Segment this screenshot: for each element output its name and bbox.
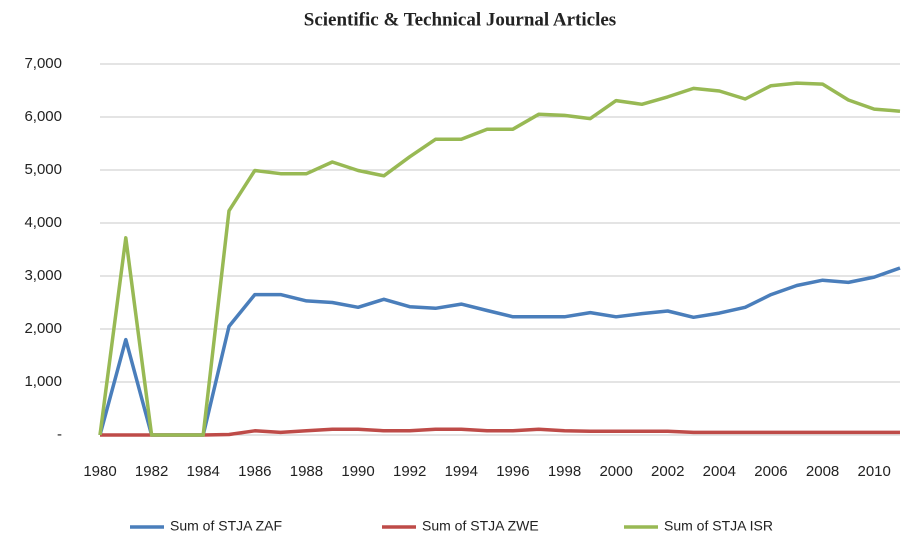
x-tick-label: 1980 (83, 463, 116, 480)
x-tick-label: 1982 (135, 463, 168, 480)
series-line (98, 266, 901, 437)
chart-title: Scientific & Technical Journal Articles (304, 9, 616, 30)
x-tick-label: 1986 (238, 463, 271, 480)
x-tick-label: 2010 (858, 463, 891, 480)
x-tick-label: 1996 (496, 463, 529, 480)
series-line (98, 81, 901, 437)
y-tick-label: 4,000 (24, 214, 62, 231)
legend-label: Sum of STJA ZWE (422, 518, 539, 534)
x-tick-label: 2002 (651, 463, 684, 480)
y-tick-label: 7,000 (24, 55, 62, 72)
x-tick-label: 1994 (445, 463, 478, 480)
y-tick-label: 6,000 (24, 108, 62, 125)
y-tick-label: 5,000 (24, 161, 62, 178)
x-tick-label: 1992 (393, 463, 426, 480)
y-tick-label: 3,000 (24, 267, 62, 284)
x-tick-label: 1998 (548, 463, 581, 480)
x-tick-label: 2004 (703, 463, 736, 480)
y-tick-label: 1,000 (24, 373, 62, 390)
y-tick-label: 2,000 (24, 320, 62, 337)
legend-label: Sum of STJA ZAF (170, 518, 282, 534)
x-tick-label: 1984 (187, 463, 220, 480)
x-tick-label: 2000 (599, 463, 632, 480)
x-tick-label: 2008 (806, 463, 839, 480)
y-tick-label: - (57, 426, 62, 443)
series-line (100, 427, 900, 437)
x-tick-label: 2006 (754, 463, 787, 480)
x-tick-label: 1988 (290, 463, 323, 480)
legend-label: Sum of STJA ISR (664, 518, 773, 534)
x-tick-label: 1990 (341, 463, 374, 480)
